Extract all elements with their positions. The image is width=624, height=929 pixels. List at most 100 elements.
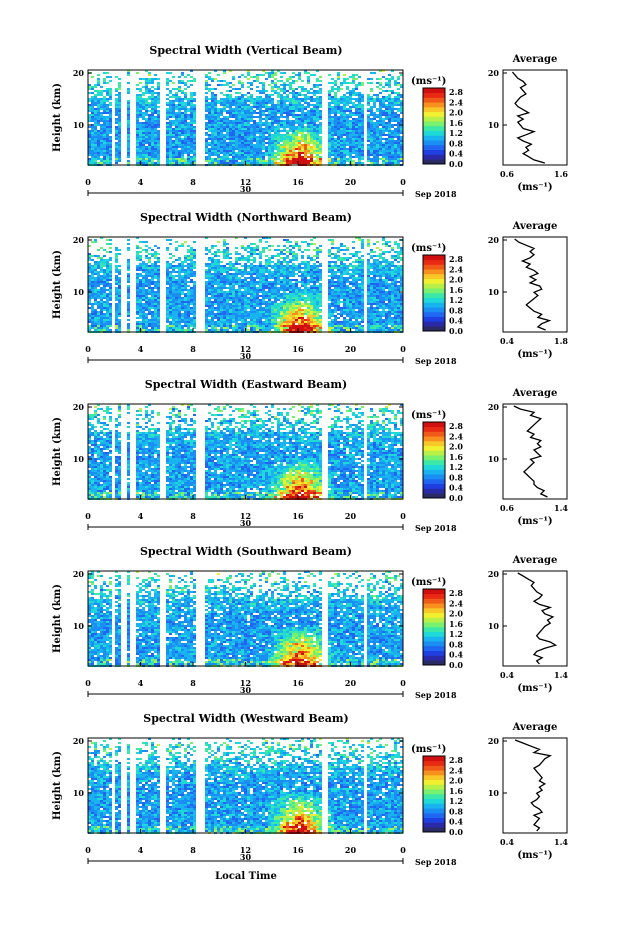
heatmap-cell	[178, 265, 181, 267]
heatmap-cell	[256, 100, 259, 102]
heatmap-cell	[208, 112, 211, 114]
heatmap-cell	[169, 287, 172, 289]
heatmap-cell	[259, 98, 262, 100]
heatmap-cell	[229, 124, 232, 126]
heatmap-cell	[205, 237, 208, 239]
heatmap-cell	[367, 94, 370, 96]
heatmap-cell	[148, 283, 151, 285]
heatmap-cell	[115, 160, 118, 162]
heatmap-cell	[331, 88, 334, 90]
heatmap-cell	[328, 283, 331, 285]
heatmap-cell	[373, 158, 376, 160]
colorbar-segment	[423, 126, 445, 132]
heatmap-cell	[148, 124, 151, 126]
heatmap-cell	[376, 156, 379, 158]
heatmap-cell	[235, 134, 238, 136]
heatmap-cell	[304, 116, 307, 118]
heatmap-cell	[205, 158, 208, 160]
heatmap-cell	[91, 144, 94, 146]
heatmap-cell	[142, 269, 145, 271]
heatmap-cell	[226, 247, 229, 249]
heatmap-cell	[355, 74, 358, 76]
heatmap-cell	[229, 253, 232, 255]
heatmap-cell	[394, 144, 397, 146]
heatmap-cell	[340, 158, 343, 160]
heatmap-cell	[307, 96, 310, 98]
heatmap-cell	[316, 108, 319, 110]
heatmap-cell	[118, 86, 121, 88]
heatmap-cell	[235, 148, 238, 150]
heatmap-cell	[250, 94, 253, 96]
heatmap-cell	[154, 134, 157, 136]
heatmap-cell	[250, 108, 253, 110]
heatmap-cell	[91, 86, 94, 88]
heatmap-cell	[370, 142, 373, 144]
heatmap-cell	[385, 112, 388, 114]
heatmap-cell	[271, 257, 274, 259]
heatmap-cell	[301, 162, 304, 164]
y-axis-label: Height (km)	[52, 83, 63, 152]
heatmap-cell	[256, 247, 259, 249]
heatmap-cell	[310, 128, 313, 130]
heatmap-cell	[337, 269, 340, 271]
heatmap-cell	[352, 267, 355, 269]
heatmap-cell	[226, 152, 229, 154]
heatmap-cell	[103, 154, 106, 156]
heatmap-cell	[103, 148, 106, 150]
heatmap-cell	[247, 124, 250, 126]
heatmap-cell	[340, 96, 343, 98]
heatmap-cell	[220, 251, 223, 253]
heatmap-cell	[289, 140, 292, 142]
heatmap-cell	[148, 150, 151, 152]
heatmap-cell	[313, 94, 316, 96]
heatmap-cell	[106, 130, 109, 132]
heatmap-cell	[289, 285, 292, 287]
heatmap-cell	[190, 275, 193, 277]
heatmap-cell	[244, 265, 247, 267]
heatmap-cell	[307, 257, 310, 259]
heatmap-cell	[97, 277, 100, 279]
heatmap-cell	[157, 100, 160, 102]
heatmap-cell	[349, 98, 352, 100]
heatmap-cell	[367, 239, 370, 241]
heatmap-cell	[292, 72, 295, 74]
heatmap-cell	[265, 102, 268, 104]
heatmap-cell	[373, 269, 376, 271]
heatmap-cell	[244, 283, 247, 285]
heatmap-cell	[247, 70, 250, 72]
heatmap-cell	[91, 140, 94, 142]
heatmap-cell	[88, 245, 91, 247]
heatmap-cell	[109, 136, 112, 138]
heatmap-cell	[205, 148, 208, 150]
heatmap-cell	[304, 269, 307, 271]
heatmap-cell	[370, 152, 373, 154]
heatmap-cell	[370, 158, 373, 160]
heatmap-cell	[349, 126, 352, 128]
heatmap-cell	[298, 160, 301, 162]
heatmap-cell	[88, 287, 91, 289]
heatmap-cell	[217, 124, 220, 126]
heatmap-cell	[205, 76, 208, 78]
heatmap-cell	[319, 98, 322, 100]
date-label: Sep 2018	[415, 189, 457, 199]
heatmap-cell	[100, 98, 103, 100]
heatmap-cell	[331, 285, 334, 287]
heatmap-cell	[307, 124, 310, 126]
heatmap-cell	[157, 112, 160, 114]
heatmap-cell	[268, 150, 271, 152]
heatmap-cell	[352, 279, 355, 281]
heatmap-cell	[280, 98, 283, 100]
heatmap-cell	[256, 277, 259, 279]
heatmap-cell	[271, 128, 274, 130]
heatmap-cell	[157, 257, 160, 259]
heatmap-cell	[313, 86, 316, 88]
heatmap-cell	[187, 245, 190, 247]
heatmap-cell	[334, 285, 337, 287]
heatmap-cell	[106, 162, 109, 164]
heatmap-cell	[115, 142, 118, 144]
heatmap-cell	[295, 98, 298, 100]
x-tick-label: 12	[240, 177, 251, 187]
heatmap-cell	[400, 140, 403, 142]
heatmap-cell	[391, 76, 394, 78]
heatmap-cell	[361, 136, 364, 138]
